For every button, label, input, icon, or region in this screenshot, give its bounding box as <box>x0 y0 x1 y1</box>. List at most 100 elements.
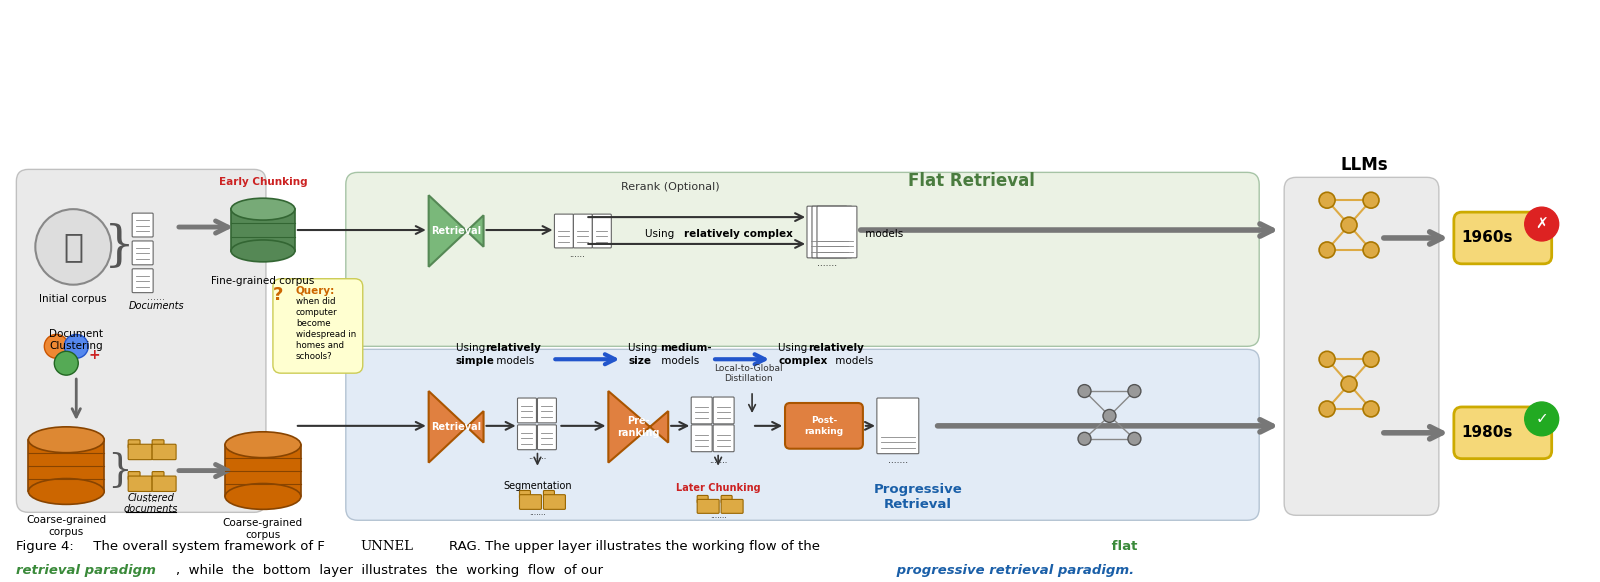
Text: .......: ....... <box>709 456 728 464</box>
Circle shape <box>1363 352 1379 367</box>
Text: Early Chunking: Early Chunking <box>219 178 307 187</box>
FancyBboxPatch shape <box>538 425 557 450</box>
FancyBboxPatch shape <box>152 440 165 448</box>
FancyBboxPatch shape <box>691 425 712 452</box>
Text: ......: ...... <box>570 250 586 259</box>
Text: The overall system framework of F: The overall system framework of F <box>90 540 325 553</box>
Text: LLMs: LLMs <box>1341 157 1387 175</box>
FancyBboxPatch shape <box>128 444 152 460</box>
Text: size: size <box>629 356 651 366</box>
FancyBboxPatch shape <box>544 495 565 509</box>
FancyBboxPatch shape <box>152 444 176 460</box>
Text: .......: ....... <box>818 259 837 268</box>
Circle shape <box>1128 432 1141 445</box>
Text: Documents: Documents <box>128 300 184 311</box>
Text: complex: complex <box>778 356 827 366</box>
Text: Retrieval: Retrieval <box>430 422 482 432</box>
Text: .......: ....... <box>530 508 546 517</box>
Text: Clustered
documents: Clustered documents <box>123 493 178 514</box>
Text: Figure 4:: Figure 4: <box>16 540 74 553</box>
FancyBboxPatch shape <box>152 471 165 480</box>
FancyBboxPatch shape <box>152 476 176 491</box>
Text: simple: simple <box>456 356 494 366</box>
FancyBboxPatch shape <box>714 397 734 424</box>
Ellipse shape <box>230 240 294 262</box>
Text: }: } <box>104 223 134 271</box>
Text: Coarse-grained
corpus: Coarse-grained corpus <box>222 519 302 540</box>
Ellipse shape <box>29 478 104 505</box>
Text: when did
computer
become
widespread in
homes and
schools?: when did computer become widespread in h… <box>296 297 357 361</box>
Circle shape <box>1363 192 1379 208</box>
Text: retrieval paradigm: retrieval paradigm <box>16 564 157 577</box>
FancyBboxPatch shape <box>346 349 1259 520</box>
FancyBboxPatch shape <box>1454 212 1552 264</box>
Text: ⌖: ⌖ <box>64 230 83 264</box>
FancyBboxPatch shape <box>691 397 712 424</box>
FancyBboxPatch shape <box>555 214 573 248</box>
FancyBboxPatch shape <box>274 279 363 373</box>
Text: Post-
ranking: Post- ranking <box>805 416 843 435</box>
Text: models: models <box>862 229 902 239</box>
FancyBboxPatch shape <box>722 499 742 513</box>
Text: relatively complex: relatively complex <box>685 229 794 239</box>
FancyBboxPatch shape <box>133 241 154 265</box>
Text: ,  while  the  bottom  layer  illustrates  the  working  flow  of our: , while the bottom layer illustrates the… <box>176 564 603 577</box>
Text: .......: ....... <box>710 512 726 520</box>
Text: }: } <box>107 452 131 489</box>
Circle shape <box>1525 207 1558 241</box>
FancyBboxPatch shape <box>128 471 141 480</box>
Ellipse shape <box>226 484 301 509</box>
FancyBboxPatch shape <box>811 206 851 258</box>
Circle shape <box>1341 376 1357 392</box>
Text: RAG. The upper layer illustrates the working flow of the: RAG. The upper layer illustrates the wor… <box>448 540 819 553</box>
Polygon shape <box>429 391 483 463</box>
Text: Pre-
ranking: Pre- ranking <box>618 416 659 438</box>
Circle shape <box>1525 402 1558 436</box>
Text: UNNEL: UNNEL <box>360 540 414 553</box>
Text: Flat Retrieval: Flat Retrieval <box>907 172 1035 190</box>
FancyBboxPatch shape <box>818 206 858 258</box>
FancyBboxPatch shape <box>714 425 734 452</box>
FancyBboxPatch shape <box>133 269 154 293</box>
Text: ✓: ✓ <box>1536 411 1549 427</box>
Text: Later Chunking: Later Chunking <box>675 482 760 492</box>
Circle shape <box>1318 192 1334 208</box>
Circle shape <box>1078 432 1091 445</box>
Circle shape <box>1078 385 1091 398</box>
Text: progressive retrieval paradigm.: progressive retrieval paradigm. <box>891 564 1134 577</box>
Text: Using: Using <box>629 343 661 353</box>
Text: models: models <box>658 356 699 366</box>
FancyBboxPatch shape <box>133 213 154 237</box>
Bar <box>230 209 294 251</box>
Ellipse shape <box>29 427 104 453</box>
Circle shape <box>1102 410 1115 423</box>
Text: Retrieval: Retrieval <box>430 226 482 236</box>
Text: ......: ...... <box>142 494 160 505</box>
FancyBboxPatch shape <box>698 499 718 513</box>
Text: relatively: relatively <box>808 343 864 353</box>
Circle shape <box>35 209 110 285</box>
FancyBboxPatch shape <box>1285 178 1438 515</box>
FancyBboxPatch shape <box>544 491 555 498</box>
FancyBboxPatch shape <box>520 491 531 498</box>
Text: ......: ...... <box>147 292 165 301</box>
Text: flat: flat <box>1107 540 1138 553</box>
FancyBboxPatch shape <box>592 214 611 248</box>
FancyBboxPatch shape <box>786 403 862 449</box>
Text: Local-to-Global: Local-to-Global <box>714 364 782 373</box>
Bar <box>29 440 104 491</box>
FancyBboxPatch shape <box>806 206 846 258</box>
FancyBboxPatch shape <box>128 476 152 491</box>
Bar <box>226 445 301 496</box>
FancyBboxPatch shape <box>16 169 266 512</box>
Text: 1980s: 1980s <box>1461 425 1512 441</box>
FancyBboxPatch shape <box>520 495 541 509</box>
Circle shape <box>1318 401 1334 417</box>
FancyBboxPatch shape <box>1454 407 1552 459</box>
Text: Progressive
Retrieval: Progressive Retrieval <box>874 482 962 510</box>
Text: Using: Using <box>456 343 488 353</box>
Text: Document
Clustering: Document Clustering <box>50 329 104 351</box>
FancyBboxPatch shape <box>346 172 1259 346</box>
FancyBboxPatch shape <box>698 495 709 503</box>
Text: 1960s: 1960s <box>1461 230 1512 246</box>
